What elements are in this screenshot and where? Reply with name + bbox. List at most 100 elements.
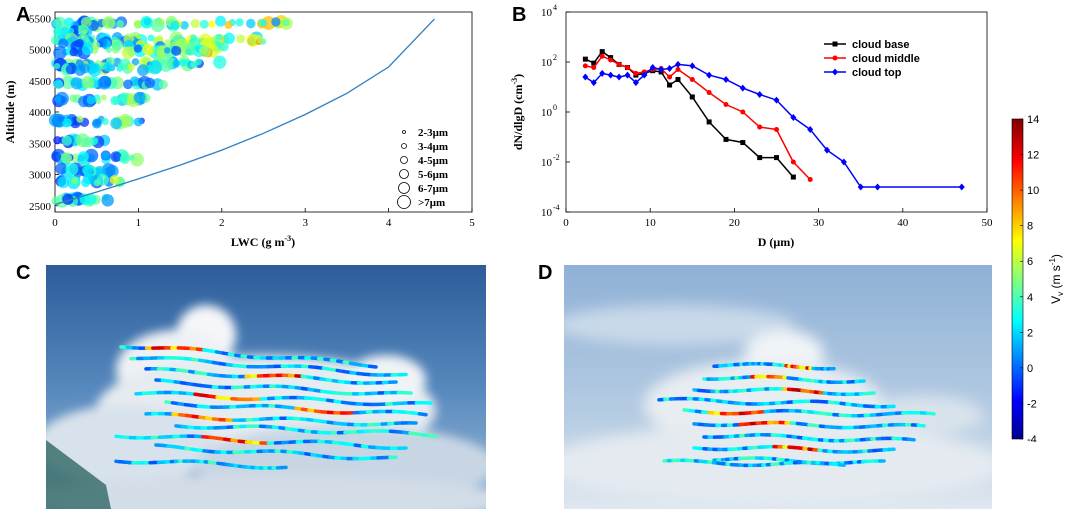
chart-a-point — [171, 45, 182, 56]
chart-b-point — [723, 136, 729, 142]
chart-b-point — [723, 101, 729, 107]
chart-a-point — [143, 18, 152, 26]
chart-b-legend-label: cloud base — [852, 39, 909, 51]
chart-a-point — [101, 152, 110, 160]
chart-b-xtick-label: 0 — [563, 217, 569, 229]
chart-a-point — [133, 44, 143, 53]
photo-d-flight-track — [916, 423, 926, 428]
chart-a-xtick-label: 2 — [219, 217, 225, 229]
photo-c-railing — [46, 440, 111, 509]
chart-a-legend-marker — [399, 169, 409, 179]
chart-b-ytick-exponent: 2 — [553, 53, 557, 62]
chart-b-point — [756, 91, 763, 99]
colorbar-tick-label: 2 — [1027, 327, 1033, 339]
chart-a-point — [213, 55, 227, 69]
colorbar-tick-label: 8 — [1027, 221, 1033, 233]
chart-a-point — [74, 64, 86, 76]
chart-a-point — [236, 34, 246, 44]
chart-b-point — [706, 90, 712, 96]
chart-a-point — [223, 32, 235, 45]
chart-a-point — [57, 176, 70, 189]
chart-b-ytick-exponent: -4 — [553, 203, 560, 212]
chart-a-point — [70, 77, 83, 90]
chart-a-legend-label: 5-6μm — [418, 169, 448, 181]
chart-a-point — [110, 117, 123, 130]
colorbar-gradient — [1011, 118, 1024, 440]
chart-a-point — [101, 194, 114, 207]
colorbar-tick-label: -2 — [1027, 398, 1037, 410]
chart-b-point — [722, 75, 729, 83]
chart-a-point — [60, 152, 73, 164]
chart-b-point — [590, 79, 597, 87]
chart-b-point — [616, 73, 623, 81]
colorbar-tick-label: 6 — [1027, 256, 1033, 268]
chart-a-point — [110, 151, 122, 163]
chart-b-point — [790, 174, 796, 180]
chart-a-point — [119, 116, 132, 128]
chart-b-point — [632, 79, 639, 87]
chart-a-point — [224, 20, 233, 29]
chart-a-point — [163, 56, 176, 69]
chart-b-point — [674, 60, 681, 68]
chart-b-ytick-exponent: 4 — [553, 3, 557, 12]
chart-a-point — [109, 175, 119, 185]
chart-a-point — [172, 59, 181, 68]
chart-a-xlabel: LWC (g m-3) — [231, 234, 295, 249]
chart-b-legend-label: cloud middle — [852, 53, 920, 65]
chart-a-point — [215, 33, 223, 41]
chart-b-point — [824, 146, 831, 154]
chart-a-point — [111, 45, 120, 54]
chart-a-point — [282, 18, 290, 27]
chart-b-point — [633, 70, 639, 76]
chart-b-point — [591, 65, 597, 71]
colorbar-tick-label: 0 — [1027, 363, 1033, 375]
chart-b-point — [874, 183, 881, 191]
chart-a-point — [81, 178, 91, 188]
photo-d-flight-track — [907, 437, 916, 442]
chart-a-point — [131, 58, 140, 66]
chart-a-point — [77, 151, 89, 163]
colorbar-tick-label: 14 — [1027, 114, 1039, 126]
chart-a-point — [127, 63, 135, 71]
chart-a-xtick-label: 5 — [469, 217, 475, 229]
chart-a-point — [83, 136, 95, 148]
chart-a-point — [95, 98, 102, 105]
chart-b-ytick-label: 10 — [541, 157, 553, 169]
chart-a-point — [215, 15, 226, 27]
chart-a-point — [81, 75, 95, 89]
chart-a-point — [148, 60, 162, 75]
chart-a-legend-label: 4-5μm — [418, 155, 448, 167]
chart-a-point — [51, 151, 62, 162]
colorbar: 14 12 10 8 6 4 2 0 -2 -4 Vv (m s-1) — [1011, 114, 1065, 442]
chart-a-xtick-label: 4 — [386, 217, 392, 229]
chart-a-point — [65, 162, 79, 176]
chart-a-point — [65, 64, 76, 75]
chart-b-point — [689, 76, 695, 82]
chart-b-point — [689, 62, 696, 70]
chart-a-point — [92, 119, 101, 127]
chart-a-point — [185, 45, 196, 56]
chart-b-xtick-label: 50 — [982, 217, 994, 229]
chart-a-point — [271, 17, 281, 27]
chart-a-scatter: 0 1 2 3 4 5 2500 3000 3500 4000 4500 5000 5500 2-3μm… — [3, 11, 475, 249]
chart-a-point — [119, 93, 129, 104]
chart-a-point — [102, 16, 116, 30]
chart-a-point — [100, 94, 107, 101]
chart-a-legend-marker — [398, 182, 410, 194]
chart-b-point — [582, 73, 589, 81]
chart-b-legend-marker — [832, 55, 838, 61]
panel-c-letter: C — [16, 262, 31, 284]
chart-a-point — [133, 91, 146, 104]
chart-a-point — [179, 59, 187, 67]
chart-b-point — [757, 124, 763, 130]
chart-a-fit-curve — [54, 18, 435, 206]
chart-a-point — [180, 21, 189, 30]
chart-a-point — [260, 19, 268, 27]
photo-d-cloud — [564, 265, 992, 509]
chart-b-ytick-label: 10 — [541, 207, 553, 219]
chart-a-ytick-label: 5500 — [29, 13, 52, 25]
chart-a-point — [86, 95, 96, 105]
chart-a-ytick-label: 5000 — [29, 45, 52, 57]
chart-a-point — [155, 35, 164, 43]
chart-a-legend-label: 3-4μm — [418, 141, 448, 153]
